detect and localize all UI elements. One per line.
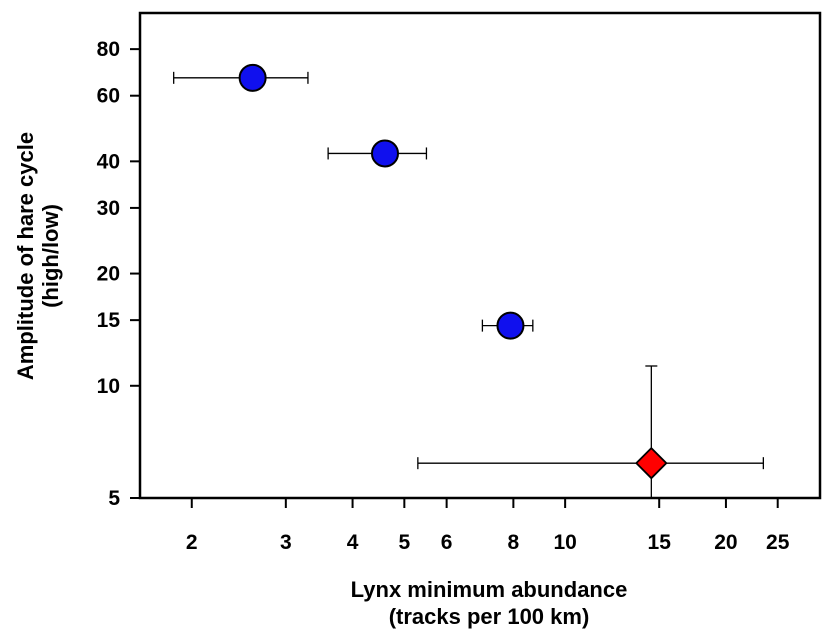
data-point-circle xyxy=(370,139,399,168)
x-tick-label: 2 xyxy=(186,531,198,554)
x-tick-label: 25 xyxy=(766,531,790,554)
x-tick-label: 5 xyxy=(398,531,410,554)
x-tick-label: 10 xyxy=(553,531,576,554)
y-tick-label: 10 xyxy=(97,375,120,398)
x-tick-label: 8 xyxy=(508,531,520,554)
y-axis: 5 10 15 20 30 40 60 80 xyxy=(97,38,140,510)
x-tick-label: 3 xyxy=(280,531,292,554)
y-tick-label: 5 xyxy=(108,487,120,510)
y-tick-label: 80 xyxy=(97,38,120,61)
plot-frame xyxy=(138,11,822,500)
x-tick-label: 4 xyxy=(347,531,359,554)
y-tick-label: 20 xyxy=(97,263,120,286)
x-tick-label: 20 xyxy=(714,531,737,554)
data-point-diamond xyxy=(635,446,668,480)
data-point-circle xyxy=(496,311,525,340)
y-tick-label: 40 xyxy=(97,150,120,173)
data-point-circle xyxy=(238,63,267,92)
y-axis-title-line1: Amplitude of hare cycle xyxy=(13,132,38,380)
x-axis: 2 3 4 5 6 8 10 15 20 25 xyxy=(186,498,790,554)
x-axis-title-line1: Lynx minimum abundance xyxy=(351,577,628,602)
x-tick-label: 6 xyxy=(441,531,453,554)
x-axis-title-line2: (tracks per 100 km) xyxy=(389,604,590,629)
y-axis-title-line2: (high/low) xyxy=(38,204,63,308)
x-tick-label: 15 xyxy=(648,531,672,554)
y-tick-label: 15 xyxy=(97,309,121,332)
data-marks xyxy=(173,63,764,498)
y-tick-label: 30 xyxy=(97,197,120,220)
y-tick-label: 60 xyxy=(97,85,120,108)
